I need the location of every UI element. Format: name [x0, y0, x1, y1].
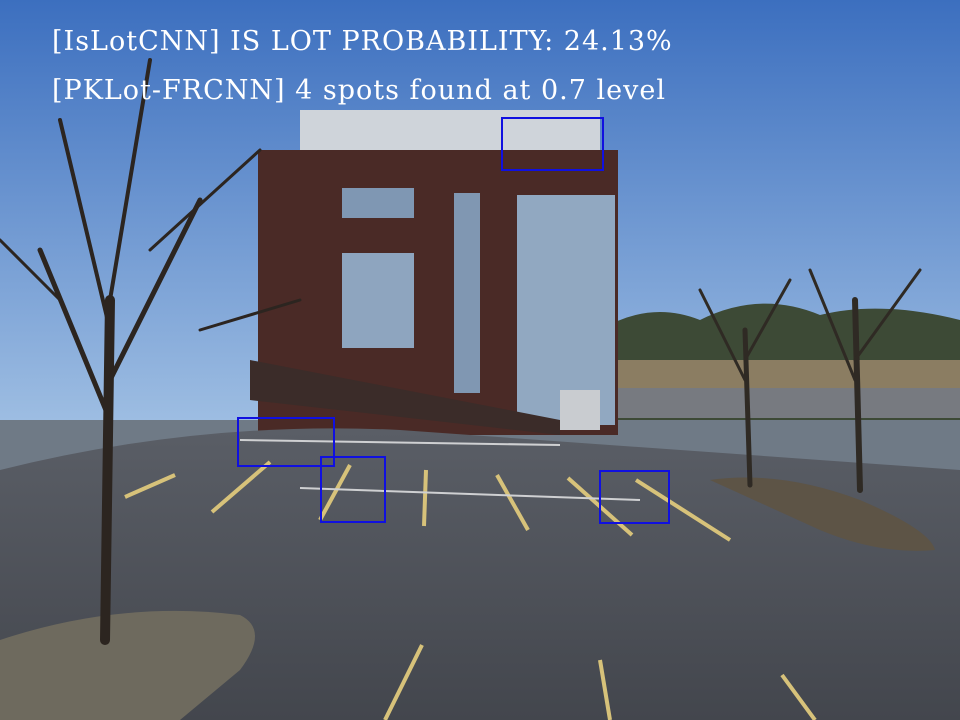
detection-box	[599, 470, 670, 524]
detection-box	[237, 417, 335, 467]
parking-lines-white	[239, 439, 641, 501]
spots-found-text: [PKLot-FRCNN] 4 spots found at 0.7 level	[52, 75, 666, 106]
detection-box	[501, 117, 604, 171]
building-entrance	[560, 390, 600, 430]
building-glass-center	[454, 193, 480, 393]
curb-island-right	[710, 477, 935, 551]
building-glass-right	[517, 195, 615, 425]
detection-box	[320, 456, 386, 523]
curb-island-left	[0, 610, 255, 720]
bare-tree-left	[0, 58, 302, 645]
lot-probability-text: [IsLotCNN] IS LOT PROBABILITY: 24.13%	[52, 26, 673, 57]
building-glass-left	[342, 188, 414, 218]
building-glass-left-2	[342, 253, 414, 348]
back-road	[610, 388, 960, 418]
retaining-wall	[250, 360, 560, 435]
bare-tree-right	[698, 268, 922, 493]
